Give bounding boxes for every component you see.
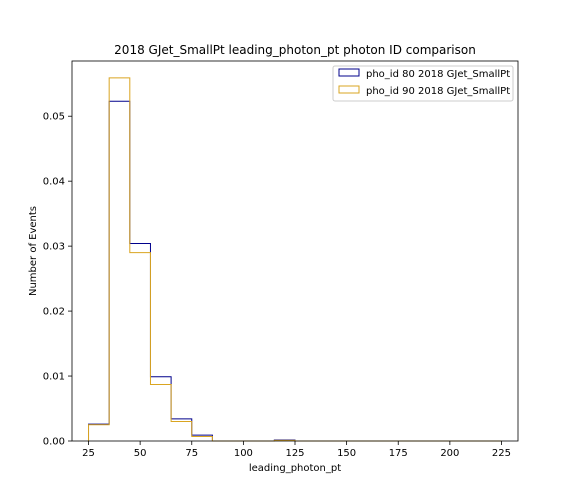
y-tick-label: 0.04 [43,177,65,188]
y-tick-label: 0.02 [43,307,65,318]
legend-box [332,65,514,102]
x-tick-label: 50 [134,448,147,459]
y-tick-label: 0.01 [43,372,65,383]
x-axis-ticks: 25 50 75 100 125 150 175 200 225 [82,441,511,459]
x-tick-label: 75 [185,448,198,459]
x-axis-label: leading_photon_pt [249,463,341,474]
x-tick-label: 175 [389,448,408,459]
chart-title: 2018 GJet_SmallPt leading_photon_pt phot… [114,43,476,57]
x-tick-label: 125 [285,448,304,459]
x-tick-label: 225 [492,448,511,459]
legend-label-pho-id-80: pho_id 80 2018 GJet_SmallPt [366,69,510,80]
y-tick-label: 0.05 [43,112,65,123]
legend: pho_id 80 2018 GJet_SmallPt pho_id 90 20… [332,65,514,102]
x-tick-label: 200 [440,448,459,459]
legend-swatch-pho-id-80 [338,68,360,77]
axes-frame [71,60,519,442]
y-axis-label: Number of Events [28,206,39,296]
x-tick-label: 25 [82,448,95,459]
y-tick-label: 0.00 [43,437,65,448]
x-tick-label: 150 [337,448,356,459]
legend-label-pho-id-90: pho_id 90 2018 GJet_SmallPt [366,86,510,97]
x-tick-label: 100 [234,448,253,459]
plot-area: 25 50 75 100 125 150 175 200 225 0.000.010.020.0… [43,60,519,459]
y-tick-label: 0.03 [43,242,65,253]
axes-background [72,61,518,441]
y-axis-ticks: 0.00 0.01 0.02 0.03 0.04 0.05 [43,112,72,448]
legend-swatch-pho-id-90 [338,85,360,94]
